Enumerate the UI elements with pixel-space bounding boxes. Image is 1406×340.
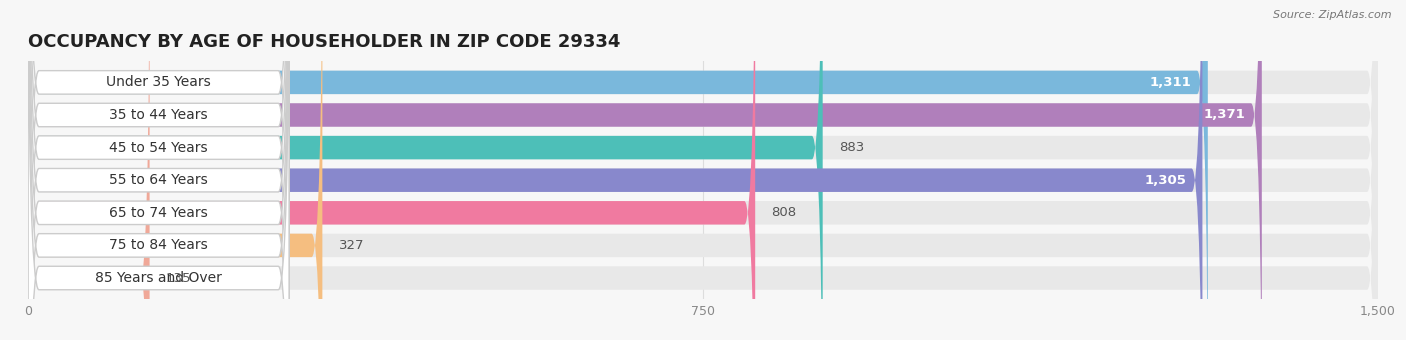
FancyBboxPatch shape <box>28 0 290 340</box>
FancyBboxPatch shape <box>28 0 1378 340</box>
FancyBboxPatch shape <box>28 0 290 340</box>
Text: 55 to 64 Years: 55 to 64 Years <box>110 173 208 187</box>
FancyBboxPatch shape <box>28 0 1378 340</box>
Text: 327: 327 <box>339 239 364 252</box>
Text: 85 Years and Over: 85 Years and Over <box>96 271 222 285</box>
FancyBboxPatch shape <box>28 0 1208 340</box>
FancyBboxPatch shape <box>28 0 290 340</box>
FancyBboxPatch shape <box>28 0 1261 340</box>
Text: Under 35 Years: Under 35 Years <box>107 75 211 89</box>
Text: 75 to 84 Years: 75 to 84 Years <box>110 238 208 252</box>
Text: 65 to 74 Years: 65 to 74 Years <box>110 206 208 220</box>
Text: 1,371: 1,371 <box>1204 108 1246 121</box>
FancyBboxPatch shape <box>28 0 1378 340</box>
Text: 1,305: 1,305 <box>1144 174 1187 187</box>
Text: 35 to 44 Years: 35 to 44 Years <box>110 108 208 122</box>
Text: 45 to 54 Years: 45 to 54 Years <box>110 141 208 155</box>
Text: 135: 135 <box>166 272 191 285</box>
Text: Source: ZipAtlas.com: Source: ZipAtlas.com <box>1274 10 1392 20</box>
FancyBboxPatch shape <box>28 0 1378 340</box>
Text: 808: 808 <box>772 206 797 219</box>
FancyBboxPatch shape <box>28 0 1202 340</box>
FancyBboxPatch shape <box>28 0 1378 340</box>
FancyBboxPatch shape <box>28 0 290 340</box>
FancyBboxPatch shape <box>28 0 755 340</box>
Text: 1,311: 1,311 <box>1150 76 1192 89</box>
FancyBboxPatch shape <box>28 0 322 340</box>
FancyBboxPatch shape <box>28 0 149 340</box>
FancyBboxPatch shape <box>28 0 290 340</box>
FancyBboxPatch shape <box>28 0 823 340</box>
FancyBboxPatch shape <box>28 0 290 340</box>
Text: 883: 883 <box>839 141 865 154</box>
Text: OCCUPANCY BY AGE OF HOUSEHOLDER IN ZIP CODE 29334: OCCUPANCY BY AGE OF HOUSEHOLDER IN ZIP C… <box>28 33 620 51</box>
FancyBboxPatch shape <box>28 0 1378 340</box>
FancyBboxPatch shape <box>28 0 1378 340</box>
FancyBboxPatch shape <box>28 0 290 340</box>
